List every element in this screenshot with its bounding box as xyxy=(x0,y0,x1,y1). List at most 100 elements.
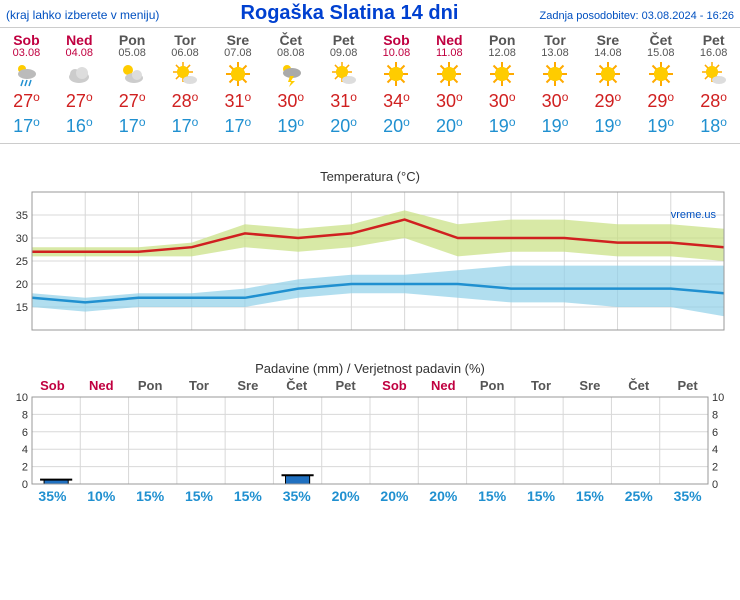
day-name: Pet xyxy=(317,32,370,48)
temp-high: 29o xyxy=(581,91,634,112)
menu-note[interactable]: (kraj lahko izberete v meniju) xyxy=(6,8,159,22)
day-date: 16.08 xyxy=(687,47,740,59)
precip-probability: 20% xyxy=(370,488,419,504)
weather-icon xyxy=(211,59,264,89)
day-name: Ned xyxy=(423,32,476,48)
weather-icon xyxy=(529,59,582,89)
day-date: 11.08 xyxy=(423,47,476,59)
day-date: 15.08 xyxy=(634,47,687,59)
day-date: 03.08 xyxy=(0,47,53,59)
day-name: Tor xyxy=(529,32,582,48)
precip-probability: 15% xyxy=(223,488,272,504)
svg-text:35: 35 xyxy=(16,210,28,222)
day-date: 14.08 xyxy=(581,47,634,59)
day-column: Čet 15.08 29o 19o xyxy=(634,28,687,143)
precip-probability: 25% xyxy=(614,488,663,504)
day-name: Pon xyxy=(106,32,159,48)
day-name: Sre xyxy=(211,32,264,48)
svg-text:25: 25 xyxy=(16,256,28,268)
temp-high: 31o xyxy=(211,91,264,112)
weather-icon xyxy=(106,59,159,89)
temp-low: 19o xyxy=(476,116,529,137)
day-date: 12.08 xyxy=(476,47,529,59)
temp-high: 27o xyxy=(53,91,106,112)
day-date: 05.08 xyxy=(106,47,159,59)
precip-chart-title: Padavine (mm) / Verjetnost padavin (%) xyxy=(4,361,736,376)
temp-low: 20o xyxy=(423,116,476,137)
day-column: Tor 13.08 30o 19o xyxy=(529,28,582,143)
temp-chart-title: Temperatura (°C) xyxy=(4,169,736,184)
day-column: Ned 11.08 30o 20o xyxy=(423,28,476,143)
temp-low: 19o xyxy=(634,116,687,137)
day-name: Čet xyxy=(634,32,687,48)
weather-icon xyxy=(317,59,370,89)
day-column: Pon 12.08 30o 19o xyxy=(476,28,529,143)
day-date: 13.08 xyxy=(529,47,582,59)
temp-high: 28o xyxy=(159,91,212,112)
weather-icon xyxy=(0,59,53,89)
day-column: Pon 05.08 27o 17o xyxy=(106,28,159,143)
day-name: Sob xyxy=(0,32,53,48)
temp-high: 28o xyxy=(687,91,740,112)
temp-low: 20o xyxy=(370,116,423,137)
weather-icon xyxy=(159,59,212,89)
weather-icon xyxy=(634,59,687,89)
temp-high: 31o xyxy=(317,91,370,112)
precip-day-label: Pet xyxy=(321,378,370,393)
temp-low: 17o xyxy=(0,116,53,137)
precip-day-label: Sre xyxy=(223,378,272,393)
svg-text:8: 8 xyxy=(712,409,718,421)
weather-icon xyxy=(476,59,529,89)
precip-day-label: Pet xyxy=(663,378,712,393)
day-date: 04.08 xyxy=(53,47,106,59)
temp-high: 30o xyxy=(264,91,317,112)
temp-low: 20o xyxy=(317,116,370,137)
forecast-row: Sob 03.08 27o 17o Ned 04.08 27o 16o Pon … xyxy=(0,28,740,144)
day-date: 09.08 xyxy=(317,47,370,59)
probability-row: 35%10%15%15%15%35%20%20%20%15%15%15%25%3… xyxy=(4,488,736,504)
day-date: 08.08 xyxy=(264,47,317,59)
last-updated: Zadnja posodobitev: 03.08.2024 - 16:26 xyxy=(540,10,734,22)
day-name: Sob xyxy=(370,32,423,48)
precip-day-label: Pon xyxy=(126,378,175,393)
precip-probability: 15% xyxy=(468,488,517,504)
svg-text:4: 4 xyxy=(22,444,28,456)
precip-probability: 35% xyxy=(272,488,321,504)
svg-text:30: 30 xyxy=(16,233,28,245)
page-title: Rogaška Slatina 14 dni xyxy=(159,2,539,25)
temp-high: 27o xyxy=(0,91,53,112)
precip-probability: 15% xyxy=(175,488,224,504)
precip-day-label: Pon xyxy=(468,378,517,393)
temp-high: 30o xyxy=(423,91,476,112)
temp-high: 30o xyxy=(529,91,582,112)
svg-text:8: 8 xyxy=(22,409,28,421)
svg-text:0: 0 xyxy=(712,479,718,488)
precip-probability: 35% xyxy=(663,488,712,504)
day-date: 10.08 xyxy=(370,47,423,59)
temp-low: 16o xyxy=(53,116,106,137)
weather-icon xyxy=(423,59,476,89)
svg-text:2: 2 xyxy=(22,462,28,474)
brand-label: vreme.us xyxy=(671,209,716,221)
precip-probability: 15% xyxy=(126,488,175,504)
header: (kraj lahko izberete v meniju) Rogaška S… xyxy=(0,0,740,28)
weather-icon xyxy=(687,59,740,89)
weather-icon xyxy=(264,59,317,89)
svg-text:6: 6 xyxy=(712,427,718,439)
day-name: Čet xyxy=(264,32,317,48)
day-column: Sob 03.08 27o 17o xyxy=(0,28,53,143)
temp-low: 17o xyxy=(106,116,159,137)
day-column: Tor 06.08 28o 17o xyxy=(159,28,212,143)
temp-low: 18o xyxy=(687,116,740,137)
svg-text:4: 4 xyxy=(712,444,718,456)
svg-text:2: 2 xyxy=(712,462,718,474)
precip-probability: 35% xyxy=(28,488,77,504)
precip-day-label: Sob xyxy=(370,378,419,393)
precip-day-label: Čet xyxy=(614,378,663,393)
weather-icon xyxy=(581,59,634,89)
temp-low: 19o xyxy=(264,116,317,137)
day-column: Pet 09.08 31o 20o xyxy=(317,28,370,143)
svg-text:10: 10 xyxy=(16,393,28,404)
temp-low: 17o xyxy=(159,116,212,137)
precip-day-label: Čet xyxy=(272,378,321,393)
